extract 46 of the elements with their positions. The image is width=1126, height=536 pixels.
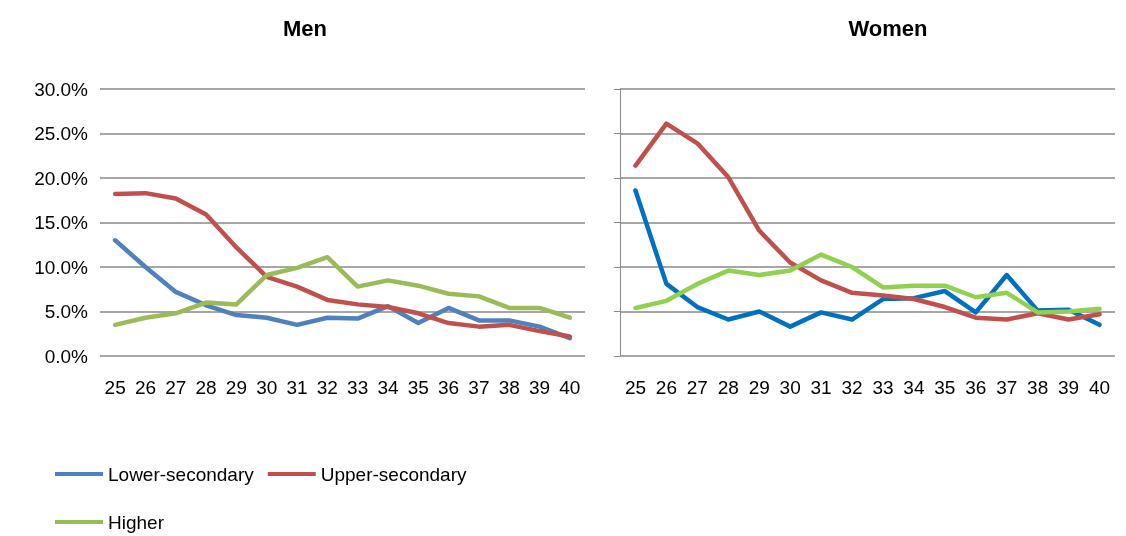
x-tick-label: 30 [779, 377, 801, 398]
x-tick-label: 26 [134, 377, 157, 398]
x-tick-label: 25 [624, 377, 647, 398]
x-tick-label: 32 [841, 377, 863, 398]
x-tick-label: 29 [225, 377, 247, 398]
x-tick-label: 38 [1027, 377, 1049, 398]
y-tick-label: 30.0% [34, 78, 89, 100]
x-tick-label: 38 [498, 377, 520, 398]
x-tick-label: 39 [528, 377, 551, 398]
x-tick-label: 40 [1088, 377, 1111, 398]
x-tick-label: 40 [559, 377, 581, 398]
y-tick-label: 0.0% [44, 345, 89, 367]
x-tick-label: 34 [377, 377, 399, 398]
y-tick-label: 15.0% [34, 212, 89, 233]
x-tick-label: 28 [717, 377, 739, 398]
y-tick-label: 10.0% [34, 256, 89, 278]
x-tick-label: 39 [1058, 377, 1080, 398]
line-series [112, 190, 573, 339]
x-tick-label: 35 [407, 377, 429, 398]
x-tick-label: 33 [872, 377, 894, 398]
x-tick-label: 27 [165, 377, 187, 398]
x-tick-label: 31 [810, 377, 832, 398]
x-tick-label: 26 [655, 377, 677, 398]
legend-label: Higher [108, 511, 165, 533]
x-tick-label: 31 [286, 377, 308, 398]
x-tick-label: 37 [468, 377, 490, 398]
x-tick-label: 34 [903, 377, 925, 398]
legend-label: Lower-secondary [108, 463, 255, 485]
x-tick-label: 28 [195, 377, 217, 398]
chart-title: Women [848, 15, 928, 41]
x-tick-label: 33 [347, 377, 369, 398]
line-series [112, 254, 573, 328]
x-tick-label: 37 [996, 377, 1018, 398]
x-tick-label: 27 [686, 377, 708, 398]
x-tick-label: 32 [316, 377, 338, 398]
x-tick-label: 30 [256, 377, 278, 398]
x-tick-label: 35 [934, 377, 956, 398]
legend-label: Upper-secondary [320, 463, 467, 485]
x-tick-label: 25 [104, 377, 126, 398]
y-tick-label: 5.0% [44, 301, 89, 322]
y-tick-label: 20.0% [34, 167, 89, 189]
x-tick-label: 36 [965, 377, 987, 398]
x-tick-label: 29 [748, 377, 770, 398]
chart-title: Men [283, 15, 327, 41]
y-tick-label: 25.0% [34, 123, 89, 144]
x-tick-label: 36 [438, 377, 460, 398]
